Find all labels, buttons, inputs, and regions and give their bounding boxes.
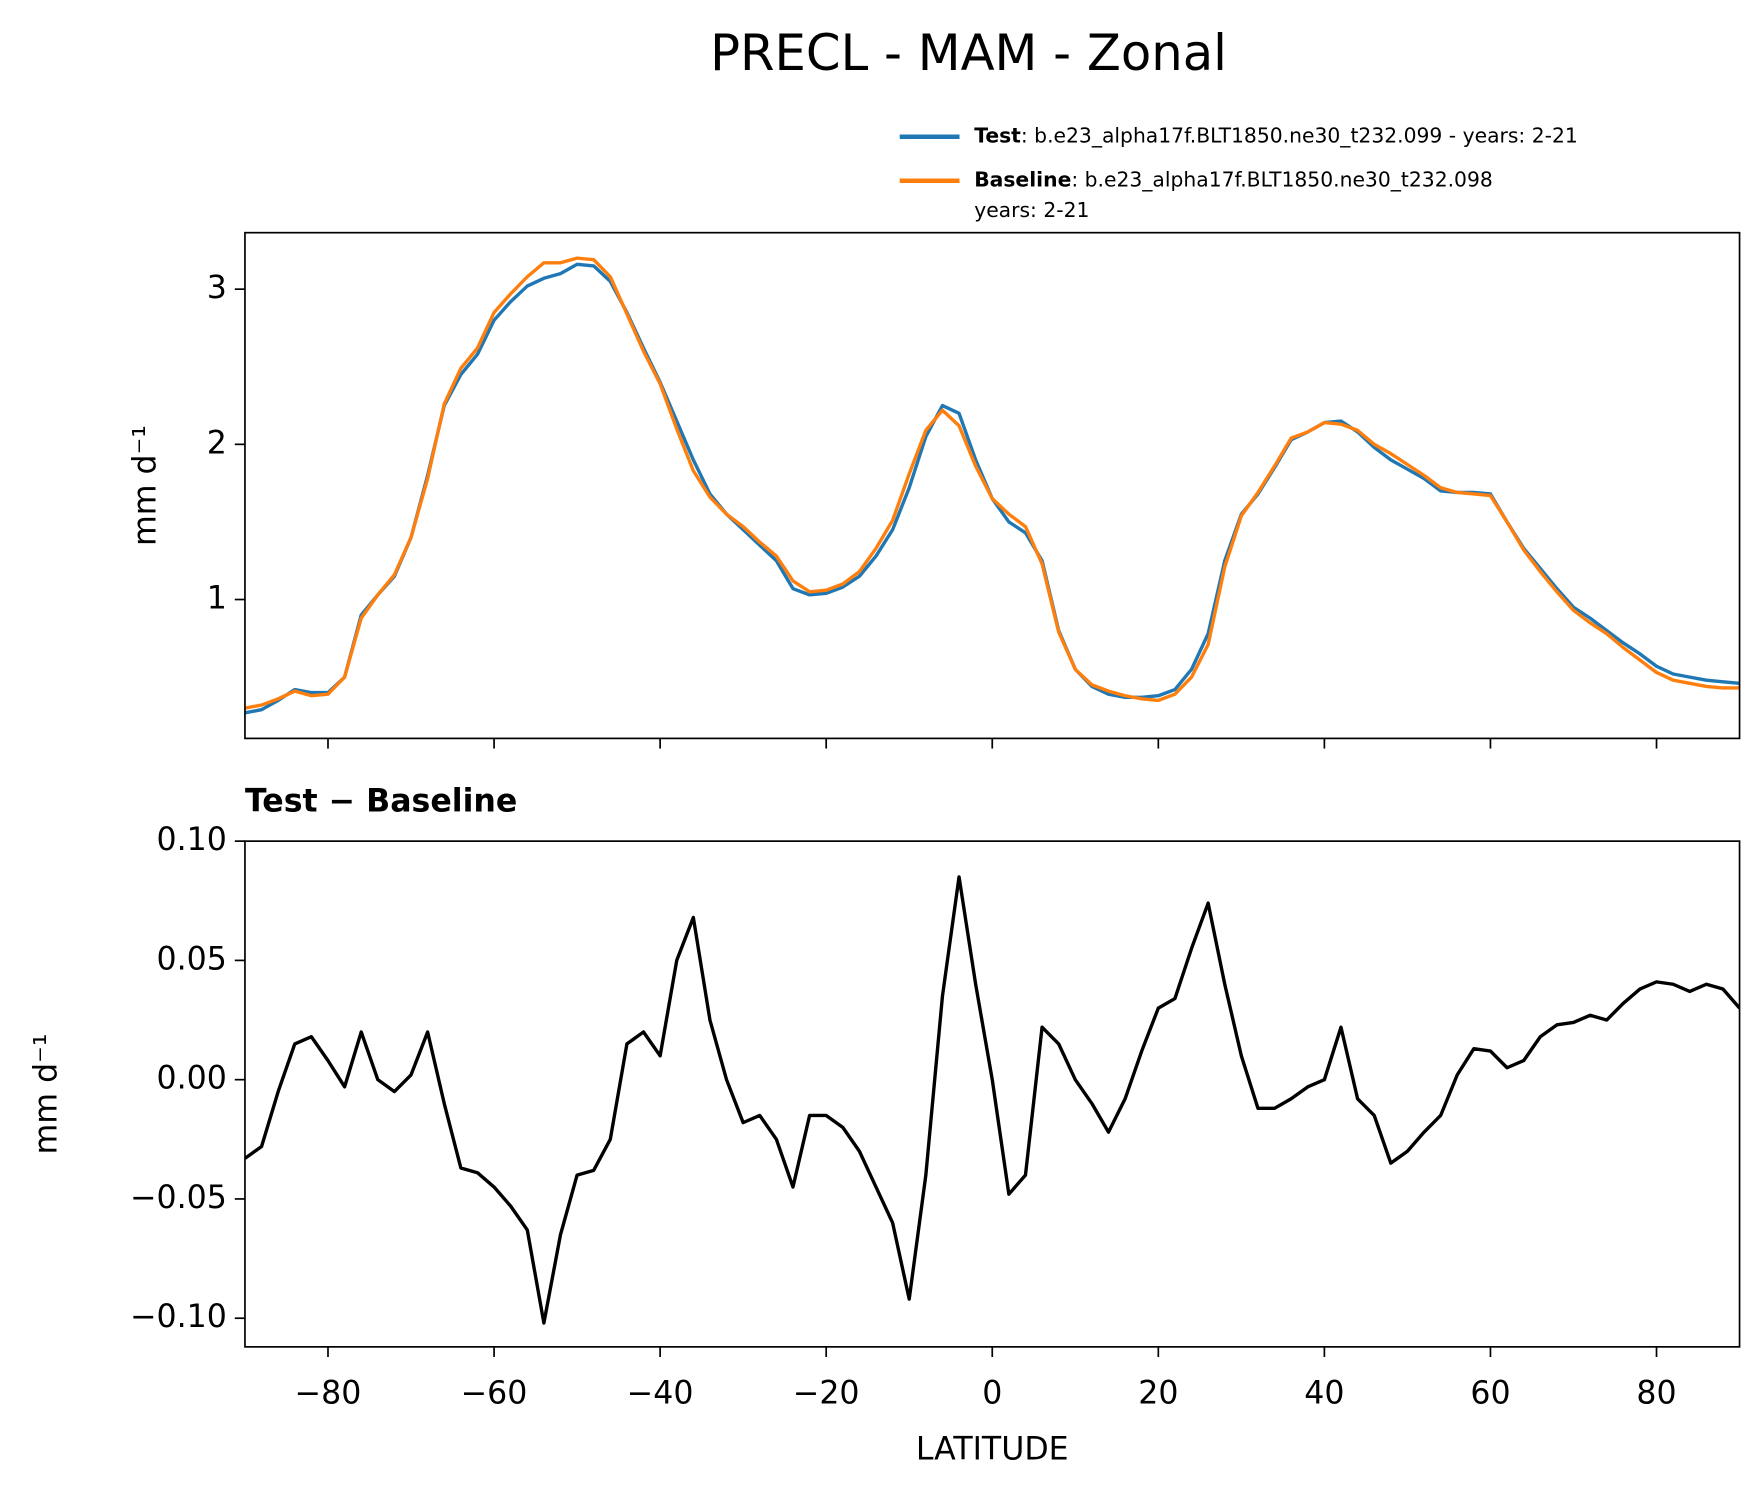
x-tick-label: 80 [1636, 1375, 1676, 1411]
x-tick-label: 40 [1304, 1375, 1344, 1411]
x-tick-label: −40 [627, 1375, 694, 1411]
x-tick-label: −60 [461, 1375, 528, 1411]
x-tick-label: 0 [982, 1375, 1002, 1411]
y-tick-label: 0.00 [157, 1061, 227, 1097]
legend-description: : b.e23_alpha17f.BLT1850.ne30_t232.098 [1071, 168, 1492, 193]
x-tick-label: 20 [1138, 1375, 1178, 1411]
y-tick-label: 0.10 [157, 822, 227, 858]
x-tick-label: 60 [1470, 1375, 1510, 1411]
y-axis-label: mm d⁻¹ [28, 1033, 64, 1154]
y-tick-label: −0.10 [130, 1299, 227, 1335]
y-tick-label: 0.05 [157, 941, 227, 977]
legend-name: Baseline [974, 168, 1071, 192]
legend-name: Test [974, 124, 1021, 148]
legend-description: : b.e23_alpha17f.BLT1850.ne30_t232.099 -… [1021, 124, 1578, 149]
legend-description: years: 2-21 [974, 198, 1089, 222]
y-tick-label: −0.05 [130, 1180, 227, 1216]
x-tick-label: −80 [295, 1375, 362, 1411]
data-line [244, 875, 1740, 1325]
y-tick-label: 3 [207, 270, 227, 306]
panel-title: Test − Baseline [245, 784, 517, 820]
legend-entry: Test: b.e23_alpha17f.BLT1850.ne30_t232.0… [974, 124, 1578, 149]
y-tick-label: 2 [207, 425, 227, 461]
x-axis-label: LATITUDE [916, 1432, 1069, 1468]
data-line [244, 256, 1740, 710]
data-line [244, 262, 1740, 715]
x-tick-label: −20 [793, 1375, 860, 1411]
y-tick-label: 1 [207, 581, 227, 617]
y-axis-label: mm d⁻¹ [128, 425, 164, 546]
plot-frame [244, 840, 1741, 1348]
figure-title: PRECL - MAM - Zonal [710, 24, 1227, 82]
plot-frame [244, 231, 1741, 740]
legend-entry: Baseline: b.e23_alpha17f.BLT1850.ne30_t2… [974, 168, 1493, 193]
